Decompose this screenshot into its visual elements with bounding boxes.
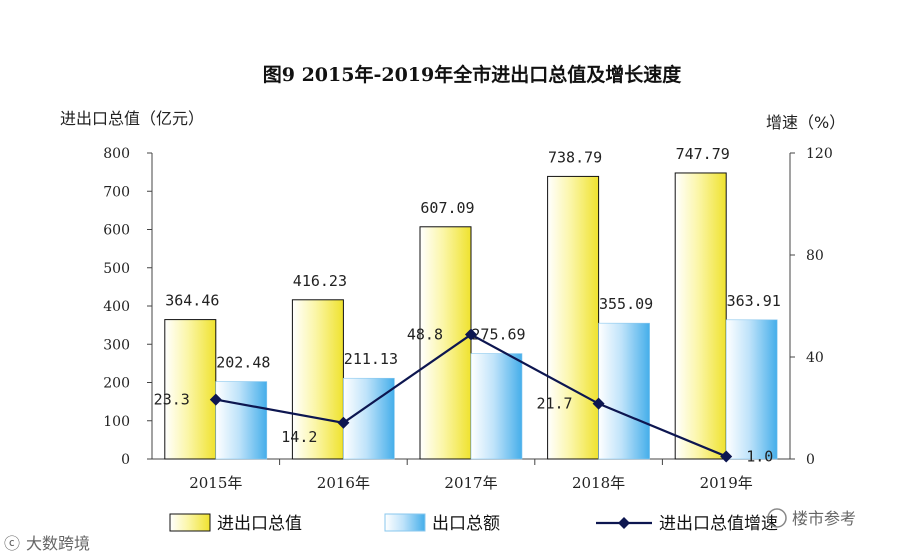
bar-export-2019年 (725, 319, 778, 460)
bar-export-2015年 (215, 381, 268, 460)
legend-total-swatch (169, 513, 211, 532)
right-tick-label: 120 (806, 146, 833, 162)
label-total-2016年: 416.23 (293, 272, 347, 290)
left-tick-label: 200 (103, 376, 130, 392)
bar-total-2015年 (164, 319, 217, 460)
bar-total-2018年 (547, 175, 600, 460)
label-growth-2016年: 14.2 (281, 428, 317, 446)
label-total-2017年: 607.09 (420, 199, 474, 217)
watermark-left-text: 大数跨境 (26, 534, 90, 553)
label-export-2016年: 211.13 (344, 350, 398, 368)
right-axis-title: 增速（%） (766, 113, 845, 132)
left-axis-title: 进出口总值（亿元） (60, 109, 204, 128)
watermark-right-logo-icon (767, 508, 787, 528)
right-tick-label: 0 (806, 452, 815, 468)
label-export-2018年: 355.09 (599, 295, 653, 313)
category-label-2018年: 2018年 (572, 474, 625, 492)
left-tick-label: 100 (103, 414, 130, 430)
bar-export-2017年 (470, 353, 523, 460)
chart-title: 图9 2015年-2019年全市进出口总值及增长速度 (263, 63, 682, 86)
plot-area: 0 100 200 300 400 500 600 700 800 0 40 80 120 364.46 2… (103, 145, 832, 492)
right-tick-label: 80 (806, 248, 824, 264)
label-growth-2018年: 21.7 (536, 395, 572, 413)
left-tick-label: 0 (121, 452, 130, 468)
bar-total-2016年 (291, 299, 344, 460)
label-export-2019年: 363.91 (727, 292, 781, 310)
right-tick-label: 40 (806, 350, 824, 366)
left-tick-label: 300 (103, 337, 130, 353)
category-label-2016年: 2016年 (317, 474, 370, 492)
category-label-2019年: 2019年 (700, 474, 753, 492)
label-growth-2015年: 23.3 (154, 391, 190, 409)
growth-marker-2018年 (592, 397, 605, 410)
watermark-left-logo-icon: ⓒ (4, 534, 20, 553)
left-tick-label: 800 (103, 146, 130, 162)
legend-export-label: 出口总额 (432, 514, 500, 534)
label-total-2015年: 364.46 (165, 292, 219, 310)
growth-marker-2019年 (720, 450, 733, 463)
left-tick-label: 400 (103, 299, 130, 315)
label-total-2018年: 738.79 (548, 148, 602, 166)
growth-marker-2017年 (465, 328, 477, 341)
legend-growth-marker (618, 517, 630, 529)
category-label-2017年: 2017年 (444, 474, 497, 492)
bar-export-2018年 (598, 322, 650, 460)
legend-growth-label: 进出口总值增速 (659, 514, 778, 534)
watermark-left: ⓒ 大数跨境 (4, 534, 90, 553)
bar-total-2017年 (419, 226, 472, 460)
label-growth-2017年: 48.8 (407, 326, 443, 344)
watermark-right-text: 楼市参考 (792, 509, 856, 528)
legend-total-label: 进出口总值 (217, 514, 302, 534)
growth-marker-2015年 (209, 393, 222, 406)
legend-export-swatch (384, 513, 426, 532)
label-total-2019年: 747.79 (676, 145, 730, 163)
left-tick-label: 500 (103, 261, 130, 277)
bar-total-2019年 (674, 172, 727, 460)
label-export-2017年: 275.69 (471, 326, 525, 344)
left-tick-label: 700 (103, 184, 130, 200)
growth-marker-2016年 (337, 416, 350, 429)
category-label-2015年: 2015年 (189, 474, 242, 492)
label-growth-2019年: 1.0 (746, 447, 773, 465)
watermark-right: 楼市参考 (767, 508, 856, 528)
legend: 进出口总值 出口总额 进出口总值增速 (169, 513, 778, 534)
label-export-2015年: 202.48 (216, 354, 270, 372)
left-tick-label: 600 (103, 223, 130, 239)
bar-export-2016年 (343, 377, 395, 460)
